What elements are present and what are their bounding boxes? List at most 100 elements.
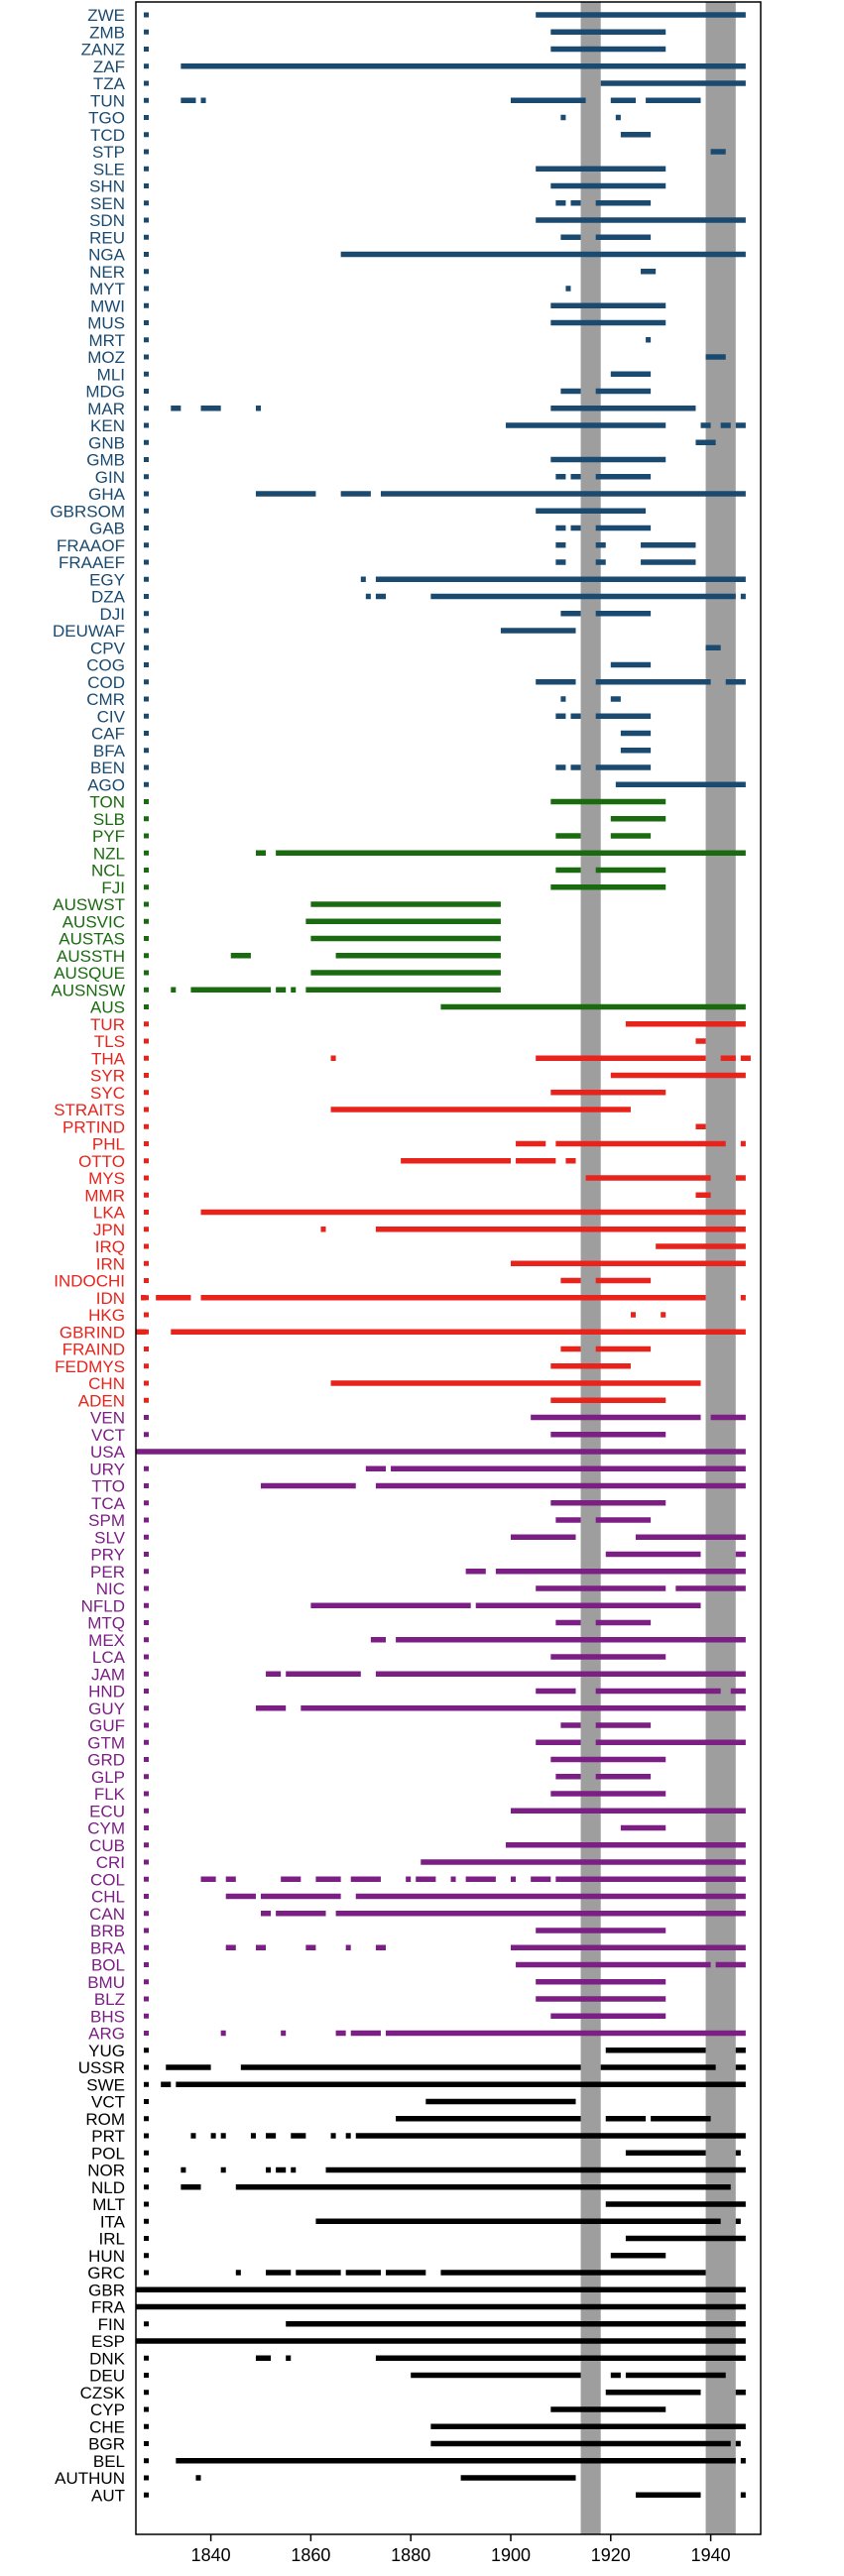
row-marker (144, 2201, 149, 2207)
row-czsk: CZSK (80, 2384, 746, 2402)
row-marker (144, 1979, 149, 1985)
row-label: GBRSOM (50, 502, 125, 521)
row-label: SYC (90, 1084, 125, 1103)
row-slb: SLB (93, 810, 666, 829)
row-cod: COD (87, 673, 746, 692)
row-label: MLT (92, 2195, 125, 2214)
row-marker (144, 371, 149, 377)
row-label: NOR (87, 2162, 125, 2180)
row-label: AUSVIC (62, 912, 125, 931)
row-label: GIN (95, 468, 125, 487)
row-label: SHN (89, 177, 125, 196)
row-label: HUN (88, 2247, 125, 2266)
row-marker (144, 679, 149, 685)
row-label: ECU (89, 1802, 125, 1820)
row-label: MYT (89, 280, 125, 298)
row-mrt: MRT (88, 331, 652, 350)
row-label: AUSTAS (59, 930, 125, 949)
row-label: ROM (85, 2110, 125, 2129)
row-label: IRQ (95, 1237, 125, 1256)
row-label: USA (90, 1443, 126, 1462)
row-glp: GLP (91, 1768, 652, 1787)
row-label: NER (89, 263, 125, 282)
row-syr: SYR (90, 1067, 746, 1086)
row-marker (144, 97, 149, 103)
row-label: TTO (91, 1477, 125, 1496)
row-marker (144, 1055, 149, 1061)
row-label: ESP (91, 2332, 125, 2351)
row-label: FRAAEF (59, 553, 125, 572)
row-label: MAR (87, 400, 125, 418)
row-gbrsom: GBRSOM (50, 502, 647, 521)
row-label: LCA (92, 1648, 126, 1667)
row-label: GBR (88, 2281, 125, 2299)
row-label: CIV (97, 707, 126, 726)
row-dji: DJI (100, 605, 652, 624)
row-marker (144, 731, 149, 736)
row-marker (144, 2099, 149, 2104)
row-marker (144, 2423, 149, 2429)
row-marker (144, 508, 149, 514)
row-label: DZA (91, 588, 126, 607)
row-fraind: FRAIND (62, 1341, 652, 1359)
row-deu: DEU (89, 2367, 726, 2386)
row-nga: NGA (88, 246, 746, 265)
row-label: PRT (91, 2127, 125, 2146)
row-marker (144, 1944, 149, 1950)
row-label: STP (92, 143, 125, 162)
row-phl: PHL (92, 1135, 746, 1154)
row-label: LKA (93, 1204, 126, 1223)
row-marker (144, 2116, 149, 2122)
row-pol: POL (91, 2144, 741, 2163)
row-col: COL (90, 1870, 746, 1889)
row-marker (144, 1842, 149, 1848)
row-label: MDG (85, 383, 125, 402)
row-label: SLE (93, 160, 125, 178)
row-label: COL (90, 1870, 125, 1889)
row-marker (144, 526, 149, 530)
row-marker (144, 2492, 149, 2498)
row-vct: VCT (91, 2093, 576, 2112)
row-label: BMU (87, 1973, 125, 1992)
row-marker (144, 1363, 149, 1369)
row-marker (144, 320, 149, 325)
row-nor: NOR (87, 2162, 746, 2180)
row-usa: USA (90, 1443, 746, 1462)
row-gha: GHA (88, 485, 746, 504)
row-marker (144, 2184, 149, 2190)
row-marker (144, 1397, 149, 1403)
row-spm: SPM (88, 1511, 652, 1530)
row-marker (144, 713, 149, 719)
row-label: BEL (93, 2452, 125, 2471)
row-marker (144, 2013, 149, 2019)
row-yug: YUG (88, 2042, 746, 2060)
row-label: AGO (87, 775, 125, 794)
row-marker (144, 183, 149, 188)
row-ven: VEN (90, 1409, 746, 1428)
row-zwe: ZWE (87, 6, 746, 25)
row-label: BGR (88, 2435, 125, 2454)
row-marker (144, 200, 149, 206)
row-label: FLK (94, 1785, 126, 1804)
row-label: GMB (86, 451, 125, 470)
row-chl: CHL (91, 1888, 746, 1907)
row-label: ZWE (87, 6, 125, 25)
row-label: DJI (100, 605, 126, 624)
row-hkg: HKG (88, 1306, 666, 1325)
row-marker (144, 816, 149, 822)
row-label: PER (90, 1563, 125, 1581)
row-nzl: NZL (93, 844, 746, 863)
row-mwi: MWI (90, 296, 666, 315)
row-marker (144, 1432, 149, 1438)
row-marker (144, 2236, 149, 2241)
row-marker (144, 1141, 149, 1146)
row-label: GLP (91, 1768, 125, 1787)
row-guf: GUF (89, 1716, 652, 1735)
row-marker (144, 1602, 149, 1608)
row-label: BHS (90, 2007, 125, 2026)
row-marker (144, 970, 149, 976)
row-egy: EGY (89, 570, 746, 589)
row-label: BRB (90, 1922, 125, 1940)
row-marker (144, 1911, 149, 1917)
row-marker (144, 1996, 149, 2002)
